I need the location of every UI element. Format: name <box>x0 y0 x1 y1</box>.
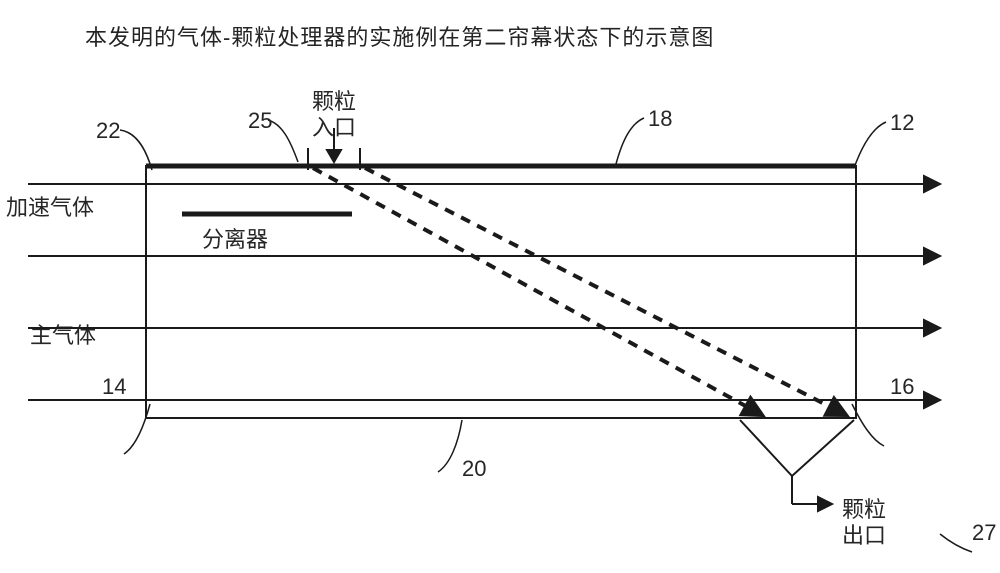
svg-text:18: 18 <box>648 106 672 131</box>
diagram-svg: 22 25 18 12 14 16 20 27 <box>0 0 1000 573</box>
svg-text:14: 14 <box>102 374 126 399</box>
svg-text:27: 27 <box>972 520 996 545</box>
svg-text:20: 20 <box>462 456 486 481</box>
svg-text:25: 25 <box>248 108 272 133</box>
svg-text:16: 16 <box>890 374 914 399</box>
diagram-stage: 本发明的气体-颗粒处理器的实施例在第二帘幕状态下的示意图 颗粒 入口 加速气体 … <box>0 0 1000 573</box>
svg-text:12: 12 <box>890 110 914 135</box>
svg-text:22: 22 <box>96 118 120 143</box>
